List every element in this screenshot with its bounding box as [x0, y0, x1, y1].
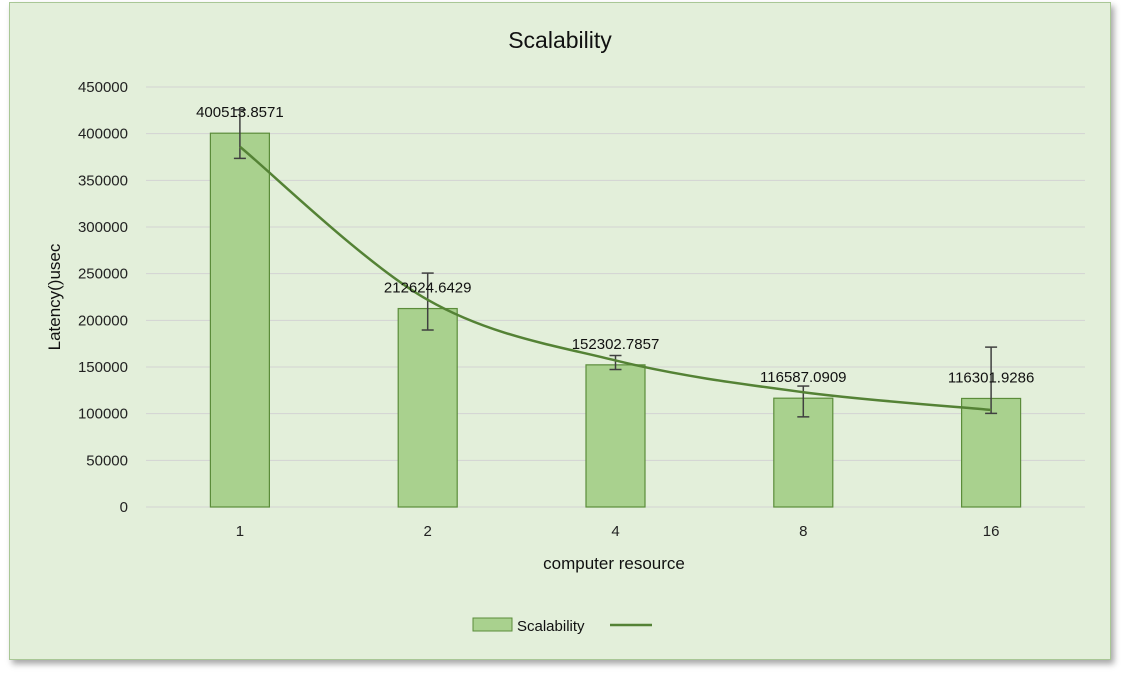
- data-label: 116301.9286: [948, 369, 1034, 386]
- x-tick-label: 2: [424, 523, 432, 540]
- y-tick-label: 200000: [78, 312, 128, 329]
- y-tick-label: 300000: [78, 219, 128, 236]
- x-tick-label: 16: [983, 523, 1000, 540]
- data-label: 212624.6429: [384, 280, 472, 297]
- x-tick-label: 4: [611, 523, 619, 540]
- y-tick-label: 0: [120, 499, 128, 516]
- legend-label-scalability: Scalability: [517, 618, 585, 635]
- y-axis-title: Latency()usec: [45, 243, 64, 350]
- bar: [397, 307, 458, 508]
- gridlines: [146, 86, 1085, 508]
- y-tick-label: 450000: [78, 79, 128, 96]
- y-tick-label: 100000: [78, 406, 128, 423]
- data-label: 400513.8571: [196, 104, 284, 121]
- bars: [209, 132, 1022, 508]
- y-tick-label: 150000: [78, 359, 128, 376]
- legend: Scalability: [472, 617, 652, 635]
- y-tick-label: 250000: [78, 266, 128, 283]
- x-axis-ticks: 1 2 4 8 16: [236, 523, 1000, 540]
- data-label: 116587.0909: [760, 369, 846, 386]
- x-tick-label: 8: [799, 523, 807, 540]
- x-axis-title: computer resource: [543, 554, 685, 573]
- data-label: 152302.7857: [572, 336, 660, 353]
- y-tick-label: 350000: [78, 172, 128, 189]
- bar: [960, 397, 1022, 508]
- x-tick-label: 1: [236, 523, 244, 540]
- legend-swatch-scalability: [472, 617, 513, 632]
- bar: [585, 364, 646, 508]
- trendline: [239, 145, 992, 412]
- chart-area: [9, 2, 1111, 660]
- error-bars: [233, 109, 998, 418]
- trendline-path: [239, 145, 992, 412]
- data-labels: 400513.8571 212624.6429 152302.7857 116587.…: [196, 104, 1034, 386]
- y-axis-ticks: 0 50000 100000 150000 200000 250000 300000 3500…: [78, 79, 128, 516]
- y-tick-label: 50000: [86, 452, 128, 469]
- chart-title: Scalability: [508, 27, 612, 53]
- y-tick-label: 400000: [78, 126, 128, 143]
- bar: [209, 132, 270, 508]
